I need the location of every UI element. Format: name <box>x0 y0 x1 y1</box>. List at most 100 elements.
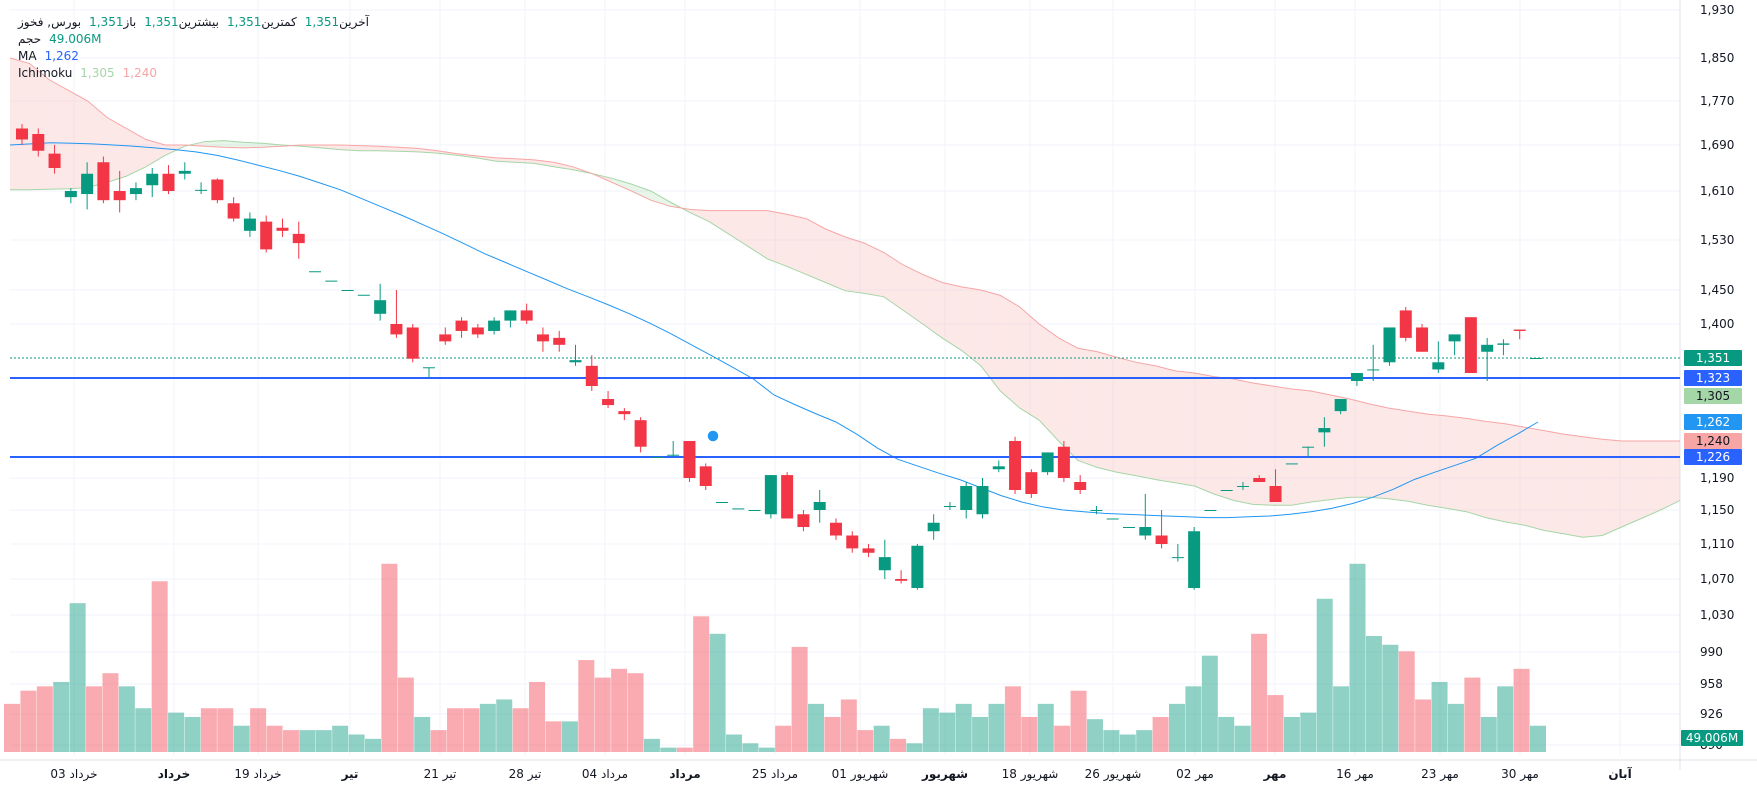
candle-body <box>325 280 338 282</box>
volume-bar <box>1431 681 1448 752</box>
price-badge <box>1684 449 1742 465</box>
cloud-segment <box>709 210 729 234</box>
price-badge-label: 1,262 <box>1696 415 1730 429</box>
cloud-segment <box>68 90 88 189</box>
volume-bar <box>1103 730 1120 752</box>
candle-body <box>667 454 680 456</box>
legend-low-value: 1,351 <box>227 15 262 29</box>
volume-bar <box>873 725 890 752</box>
volume-bar <box>1054 725 1071 752</box>
price-badge-label: 1,351 <box>1696 351 1730 365</box>
volume-bar <box>1267 695 1284 752</box>
candle-body <box>1481 344 1494 352</box>
cloud-segment <box>1446 415 1467 512</box>
candle-body <box>1074 482 1087 490</box>
candle-body <box>1204 510 1217 511</box>
volume-bar <box>69 603 86 752</box>
cloud-segment <box>340 145 360 151</box>
candle-body <box>341 290 354 291</box>
cloud-segment <box>1116 357 1137 476</box>
volume-bar <box>594 677 611 752</box>
candle-body <box>602 399 615 406</box>
cloud-segment <box>1485 421 1506 522</box>
legend-ma-label: MA <box>18 49 37 63</box>
legend-symbol[interactable]: بورس, فخوز <box>18 15 82 29</box>
candle-body <box>488 320 501 331</box>
volume-bar <box>1004 686 1021 752</box>
x-tick-label: 30 مهر <box>1501 767 1539 782</box>
y-tick-label: 1,530 <box>1700 233 1734 247</box>
legend-ohlc-row: بورس, فخوز باز1,351 بیشترین1,351 کمترین1… <box>18 14 369 31</box>
volume-bar <box>742 743 759 752</box>
volume-bar <box>627 673 644 752</box>
volume-bar <box>512 708 529 752</box>
x-tick-label: 02 مهر <box>1176 767 1214 782</box>
y-tick-label: 1,150 <box>1700 503 1734 517</box>
legend-low: کمترین1,351 <box>227 14 297 31</box>
volume-bar <box>676 747 693 752</box>
volume-bar <box>168 712 185 752</box>
candle-body <box>1497 343 1510 345</box>
price-badge <box>1684 414 1742 430</box>
price-badges: 1,351 1,323 1,305 1,262 1,240 1,226 49.006M <box>1681 350 1743 746</box>
cloud-segment <box>1175 370 1195 486</box>
candle-body <box>390 324 403 335</box>
cloud-segment <box>767 210 787 267</box>
candle-body <box>1416 327 1429 352</box>
volume-bar <box>447 708 464 752</box>
cloud-segment <box>1582 436 1603 538</box>
volume-bar <box>1021 716 1038 752</box>
cloud-segment <box>786 214 807 275</box>
y-tick-label: 1,770 <box>1700 94 1734 108</box>
volume-bar <box>348 734 365 752</box>
volume-bar <box>381 563 398 752</box>
cloud-segment <box>1039 324 1059 441</box>
volume-bar <box>775 725 792 752</box>
cloud-segment <box>1641 441 1661 519</box>
legend-ichimoku-label: Ichimoku <box>18 66 73 80</box>
x-tick-label: آبان <box>1608 766 1632 781</box>
candle-body <box>943 506 956 507</box>
candle-body <box>1155 535 1168 544</box>
volume-bar <box>1201 655 1218 752</box>
volume-bar <box>1464 677 1481 752</box>
candle-body <box>846 535 859 549</box>
volume-bar <box>922 708 939 752</box>
price-badge-label: 1,305 <box>1696 389 1730 403</box>
volume-bar <box>808 703 825 752</box>
x-tick-label: 23 مهر <box>1421 767 1459 782</box>
candle-body <box>813 502 826 510</box>
y-tick-label: 990 <box>1700 645 1723 659</box>
volume-bar <box>282 730 299 752</box>
candle-body <box>1236 486 1249 487</box>
legend-symbol-name: فخوز <box>18 15 44 29</box>
candle-body <box>16 128 28 140</box>
x-tick-label: 19 خرداد <box>234 767 281 782</box>
candle-body <box>634 420 647 447</box>
candle-body <box>927 522 940 532</box>
cloud-segment <box>728 210 748 247</box>
volume-bar <box>1283 716 1300 752</box>
y-axis: 1,930 1,850 1,770 1,690 1,610 1,530 1,450 1,400… <box>1700 3 1734 752</box>
candle-body <box>618 411 631 415</box>
candle-body <box>292 233 305 244</box>
volume-bar <box>972 716 989 752</box>
cloud-segment <box>145 139 166 167</box>
volume-bar <box>529 681 546 752</box>
volume-bar <box>1349 563 1366 752</box>
volume-bar <box>939 712 956 752</box>
y-tick-label: 1,110 <box>1700 537 1734 551</box>
cloud-segment <box>1155 365 1176 483</box>
candle-body <box>1220 490 1233 491</box>
y-tick-label: 1,690 <box>1700 138 1734 152</box>
volume-bar <box>890 738 907 752</box>
candle-body <box>1513 329 1526 331</box>
volume-bar <box>693 616 710 752</box>
candle-body <box>1383 327 1396 363</box>
candle-body <box>455 320 468 331</box>
x-tick-label: 28 تیر <box>509 767 542 782</box>
cloud-segment <box>48 79 69 190</box>
candle-body <box>764 475 777 515</box>
candle-body <box>976 486 989 515</box>
